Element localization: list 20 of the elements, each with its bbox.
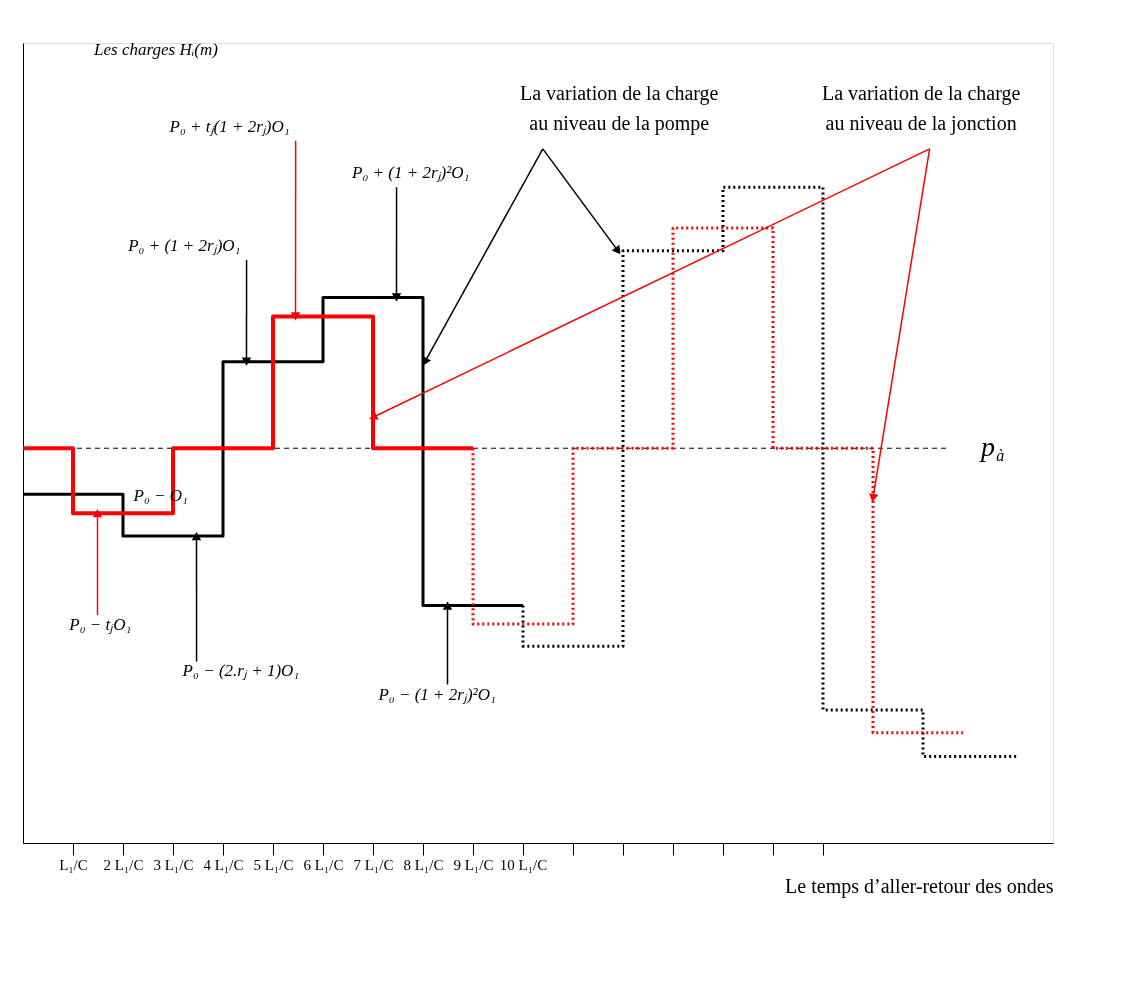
- x-tick-label: 8 L₁/C: [403, 856, 444, 873]
- x-axis-title: Le temps d’aller-retour des ondes: [785, 874, 1054, 898]
- annotation: P₀ − (1 + 2rⱼ)²O₁: [377, 684, 496, 705]
- x-tick-label: 4 L₁/C: [203, 856, 244, 873]
- x-tick-label: 9 L₁/C: [453, 856, 494, 873]
- x-tick-label: 6 L₁/C: [303, 856, 344, 873]
- x-tick-label: 2 L₁/C: [103, 856, 144, 873]
- annotation: P₀ + (1 + 2rⱼ)O₁: [127, 235, 241, 256]
- annotation: La variation de la charge au niveau de la pompe: [520, 82, 719, 136]
- x-tick-label: 7 L₁/C: [353, 856, 394, 873]
- annotation: La variation de la charge au niveau de la jonction: [821, 82, 1021, 136]
- text: Les charges Hᵢ(m): [93, 39, 219, 59]
- x-tick-label: L₁/C: [59, 856, 88, 873]
- x-tick-label: 5 L₁/C: [253, 856, 294, 873]
- x-tick-label: 3 L₁/C: [153, 856, 194, 873]
- annotation: P₀ + tⱼ(1 + 2rⱼ)O₁: [168, 116, 290, 137]
- annotation: P₀ − tⱼO₁: [68, 615, 132, 636]
- annotation: P₀ + (1 + 2rⱼ)²O₁: [351, 163, 470, 184]
- annotation: P₀ − (2.rⱼ + 1)O₁: [181, 661, 300, 682]
- x-tick-label: 10 L₁/C: [499, 856, 548, 873]
